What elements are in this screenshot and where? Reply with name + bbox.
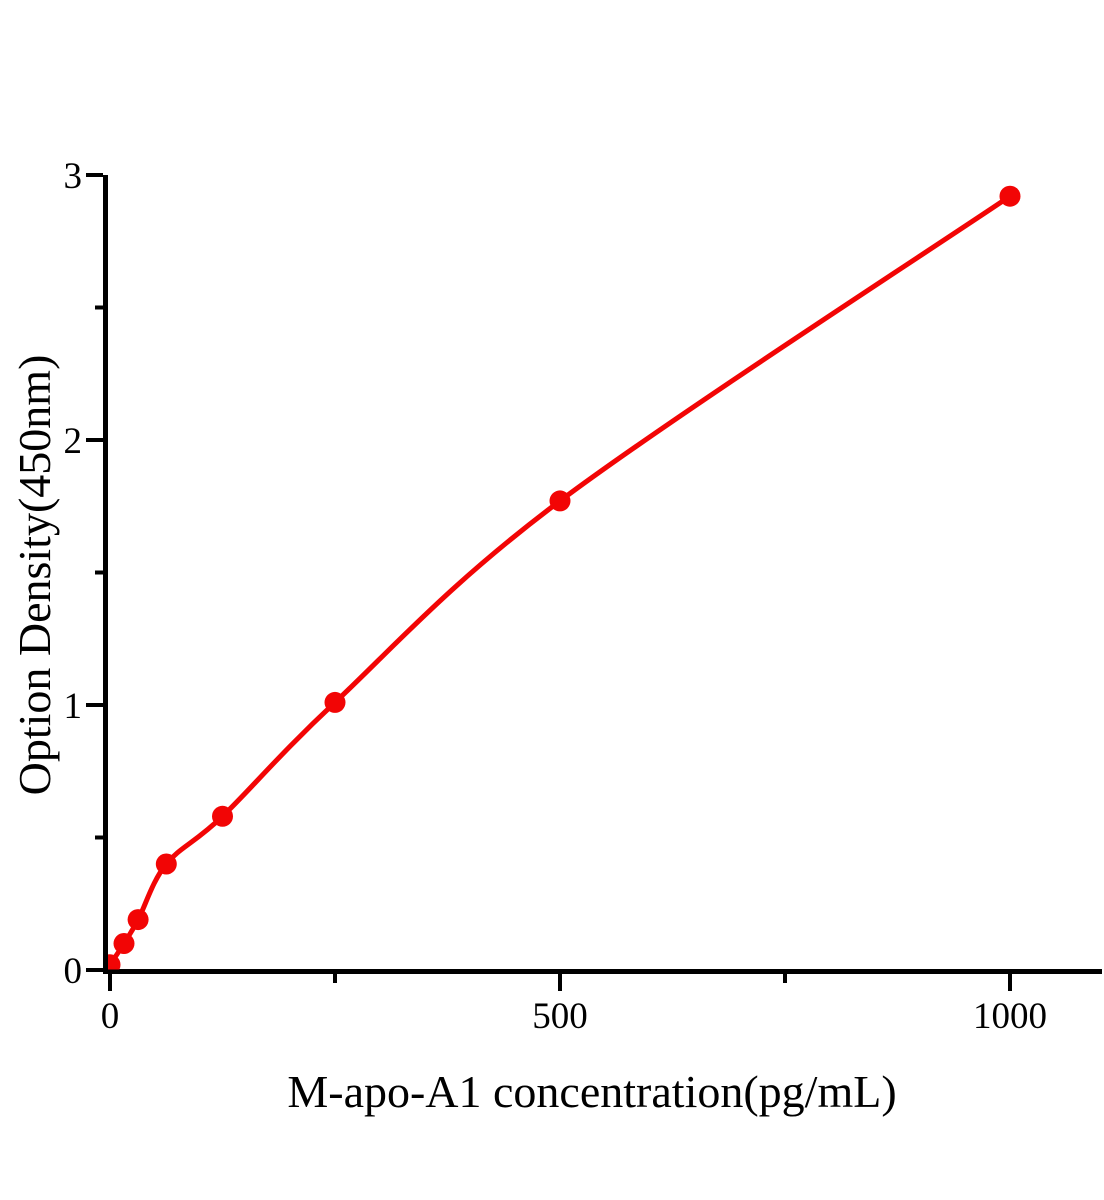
data-point-marker [155,853,177,875]
data-point-marker [108,954,121,970]
y-axis-title: Option Density(450nm) [9,355,60,796]
data-point-marker [549,490,571,512]
y-tick-label: 2 [64,421,83,462]
data-point-marker [324,691,346,713]
x-axis-title: M-apo-A1 concentration(pg/mL) [287,1066,896,1117]
data-point-marker [212,805,233,827]
series-standard-curve [108,185,1021,970]
fit-curve [108,193,1013,968]
data-point-marker [127,909,149,931]
x-tick-label: 0 [101,996,120,1037]
y-tick-label: 1 [64,686,83,727]
x-tick-label: 500 [532,996,588,1037]
data-point-marker [113,933,135,954]
y-tick-label: 3 [64,156,83,197]
plot-area: 0 500 1000 0 1 2 3 [64,156,1102,1037]
y-tick-label: 0 [64,951,83,992]
x-tick-label: 1000 [973,996,1047,1037]
data-point-marker [999,185,1021,207]
